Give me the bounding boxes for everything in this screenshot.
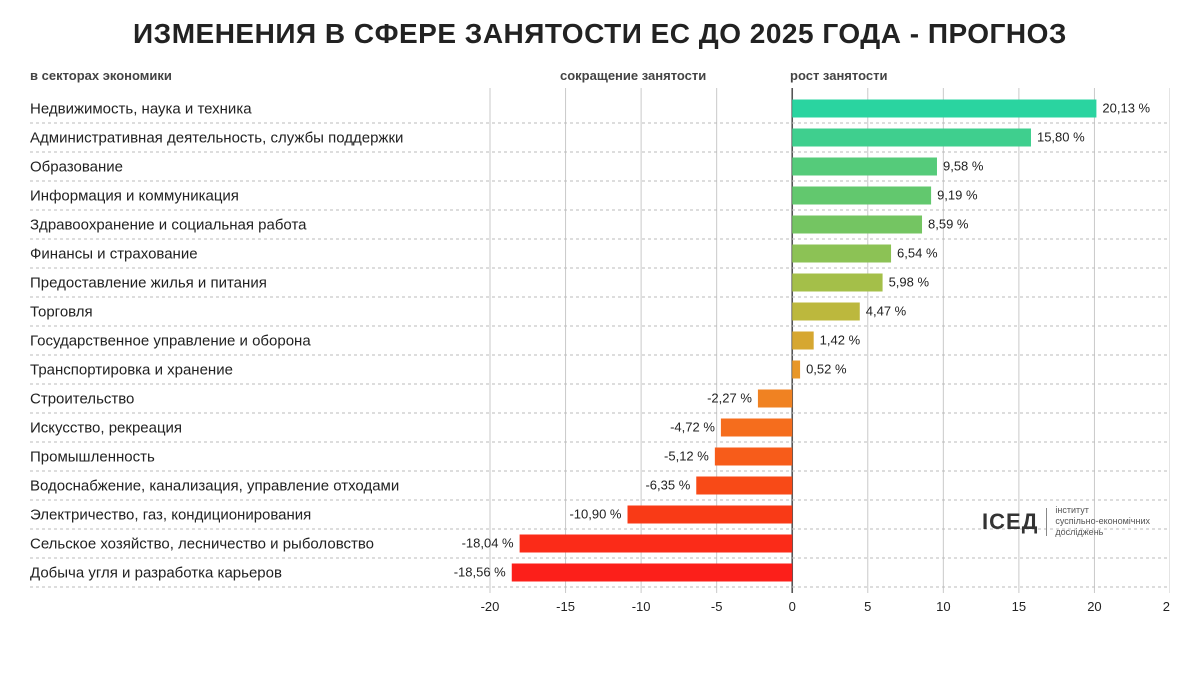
subtitle-left: в секторах экономики bbox=[30, 68, 172, 83]
value-label: -5,12 % bbox=[664, 449, 709, 464]
x-tick: 20 bbox=[1087, 599, 1101, 614]
sub-headings: в секторах экономики сокращение занятост… bbox=[30, 68, 1170, 88]
value-label: 1,42 % bbox=[820, 333, 861, 348]
category-label: Добыча угля и разработка карьеров bbox=[30, 565, 282, 582]
x-tick: 15 bbox=[1012, 599, 1026, 614]
value-label: 6,54 % bbox=[897, 246, 938, 261]
category-label: Электричество, газ, кондиционирования bbox=[30, 507, 311, 524]
logo: ІСЕД інститут суспільно-економічних досл… bbox=[982, 505, 1150, 538]
value-label: 0,52 % bbox=[806, 362, 847, 377]
bar bbox=[628, 506, 793, 524]
value-label: 8,59 % bbox=[928, 217, 969, 232]
employment-chart: Недвижимость, наука и техника 20,13 % Адми… bbox=[30, 88, 1170, 648]
value-label: 15,80 % bbox=[1037, 130, 1085, 145]
logo-separator bbox=[1046, 508, 1047, 536]
bar bbox=[792, 158, 937, 176]
category-label: Предоставление жилья и питания bbox=[30, 275, 267, 292]
category-label: Транспортировка и хранение bbox=[30, 362, 233, 379]
category-label: Водоснабжение, канализация, управление о… bbox=[30, 478, 399, 495]
category-label: Финансы и страхование bbox=[30, 246, 198, 263]
value-label: 20,13 % bbox=[1102, 101, 1150, 116]
logo-name: ІСЕД bbox=[982, 509, 1038, 535]
bar bbox=[792, 332, 813, 350]
value-label: 9,19 % bbox=[937, 188, 978, 203]
x-tick: 0 bbox=[789, 599, 796, 614]
subtitle-neg: сокращение занятости bbox=[560, 68, 706, 83]
category-label: Сельское хозяйство, лесничество и рыболо… bbox=[30, 536, 374, 553]
bar bbox=[792, 361, 800, 379]
category-label: Государственное управление и оборона bbox=[30, 333, 311, 350]
value-label: -4,72 % bbox=[670, 420, 715, 435]
category-label: Недвижимость, наука и техника bbox=[30, 101, 252, 118]
x-tick: 25 bbox=[1163, 599, 1170, 614]
bar bbox=[758, 390, 792, 408]
category-label: Строительство bbox=[30, 391, 134, 408]
value-label: -2,27 % bbox=[707, 391, 752, 406]
bar bbox=[715, 448, 792, 466]
bar bbox=[792, 274, 882, 292]
category-label: Образование bbox=[30, 159, 123, 176]
value-label: -18,56 % bbox=[454, 565, 506, 580]
x-tick: 5 bbox=[864, 599, 871, 614]
category-label: Здравоохранение и социальная работа bbox=[30, 217, 307, 234]
bar bbox=[792, 303, 860, 321]
bar bbox=[792, 187, 931, 205]
logo-desc: інститут суспільно-економічних досліджен… bbox=[1055, 505, 1150, 538]
bar bbox=[520, 535, 793, 553]
value-label: -10,90 % bbox=[569, 507, 621, 522]
x-tick: -10 bbox=[632, 599, 651, 614]
category-label: Промышленность bbox=[30, 449, 155, 466]
value-label: -6,35 % bbox=[645, 478, 690, 493]
category-label: Административная деятельность, службы по… bbox=[30, 130, 403, 147]
x-tick: -15 bbox=[556, 599, 575, 614]
x-tick: -20 bbox=[481, 599, 500, 614]
value-label: -18,04 % bbox=[462, 536, 514, 551]
value-label: 9,58 % bbox=[943, 159, 984, 174]
bar bbox=[792, 129, 1031, 147]
subtitle-pos: рост занятости bbox=[790, 68, 887, 83]
category-label: Информация и коммуникация bbox=[30, 188, 239, 205]
bar bbox=[792, 245, 891, 263]
value-label: 4,47 % bbox=[866, 304, 907, 319]
category-label: Искусство, рекреация bbox=[30, 420, 182, 437]
x-tick: 10 bbox=[936, 599, 950, 614]
bar bbox=[792, 216, 922, 234]
page-title: ИЗМЕНЕНИЯ В СФЕРЕ ЗАНЯТОСТИ ЕС ДО 2025 Г… bbox=[30, 18, 1170, 50]
bar bbox=[721, 419, 792, 437]
category-label: Торговля bbox=[30, 304, 93, 321]
value-label: 5,98 % bbox=[889, 275, 930, 290]
bar bbox=[792, 100, 1096, 118]
bar bbox=[696, 477, 792, 495]
bar bbox=[512, 564, 792, 582]
x-tick: -5 bbox=[711, 599, 723, 614]
